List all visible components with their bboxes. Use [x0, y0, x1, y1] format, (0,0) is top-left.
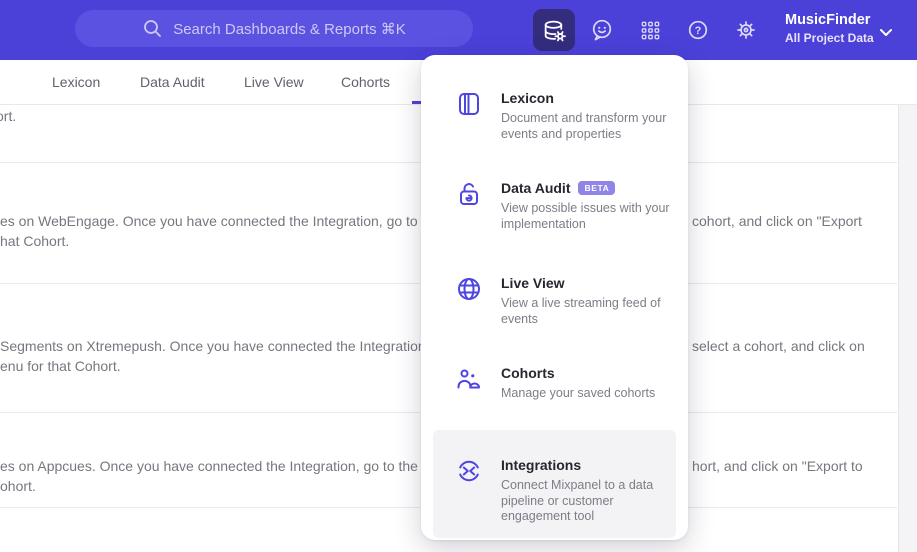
- settings-button[interactable]: [725, 9, 767, 51]
- content-text: ort.: [0, 108, 17, 124]
- top-navigation-bar: Search Dashboards & Reports ⌘K: [0, 0, 917, 60]
- data-management-button[interactable]: [533, 9, 575, 51]
- search-placeholder: Search Dashboards & Reports ⌘K: [173, 20, 406, 38]
- feedback-button[interactable]: [581, 9, 623, 51]
- project-switcher[interactable]: MusicFinder All Project Data: [785, 11, 885, 46]
- content-text: cohort, and click on "Export: [692, 213, 862, 229]
- tab-lexicon[interactable]: Lexicon: [52, 74, 101, 90]
- menu-item-cohorts[interactable]: Cohorts Manage your saved cohorts: [455, 365, 676, 402]
- menu-item-desc: Manage your saved cohorts: [501, 386, 656, 400]
- menu-item-title: Cohorts: [501, 365, 555, 381]
- data-management-icon: [542, 18, 567, 43]
- content-text: Segments on Xtremepush. Once you have co…: [0, 338, 430, 354]
- tab-data-audit[interactable]: Data Audit: [140, 74, 205, 90]
- project-scope: All Project Data: [785, 31, 874, 45]
- menu-item-title: Live View: [501, 275, 565, 291]
- menu-item-title: Integrations: [501, 457, 582, 473]
- content-text: es on WebEngage. Once you have connected…: [0, 213, 442, 229]
- menu-item-desc: Document and transform your events and p…: [501, 111, 667, 141]
- apps-grid-button[interactable]: [629, 9, 671, 51]
- cohorts-people-icon: [455, 365, 483, 393]
- menu-item-desc: View a live streaming feed of events: [501, 296, 661, 326]
- live-view-globe-icon: [455, 275, 483, 303]
- content-text: ohort.: [0, 478, 36, 494]
- tab-live-view[interactable]: Live View: [244, 74, 304, 90]
- menu-item-title: Data Audit: [501, 180, 571, 196]
- content-text: select a cohort, and click on: [692, 338, 865, 354]
- menu-item-data-audit[interactable]: Data Audit BETA View possible issues wit…: [455, 180, 676, 232]
- menu-item-live-view[interactable]: Live View View a live streaming feed of …: [455, 275, 676, 327]
- content-text: es on Appcues. Once you have connected t…: [0, 458, 434, 474]
- beta-badge: BETA: [578, 181, 616, 195]
- svg-text:?: ?: [695, 25, 702, 37]
- data-management-dropdown: Lexicon Document and transform your even…: [421, 55, 688, 540]
- menu-item-desc: Connect Mixpanel to a data pipeline or c…: [501, 478, 654, 523]
- integrations-sync-icon: [455, 457, 483, 485]
- help-button[interactable]: ?: [677, 9, 719, 51]
- page-background-strip: [898, 104, 917, 552]
- project-name: MusicFinder: [785, 12, 871, 28]
- lexicon-book-icon: [455, 90, 483, 118]
- content-text: hort, and click on "Export to: [692, 458, 863, 474]
- chevron-down-icon[interactable]: [879, 25, 893, 36]
- settings-icon: [734, 18, 758, 42]
- search-icon: [142, 18, 163, 39]
- menu-item-desc: View possible issues with your implement…: [501, 201, 670, 231]
- help-icon: ?: [686, 18, 710, 42]
- active-tab-underline: [412, 101, 428, 104]
- feedback-icon: [590, 18, 614, 42]
- tab-cohorts[interactable]: Cohorts: [341, 74, 391, 90]
- content-text: hat Cohort.: [0, 233, 70, 249]
- menu-item-lexicon[interactable]: Lexicon Document and transform your even…: [455, 90, 676, 142]
- menu-item-integrations[interactable]: Integrations Connect Mixpanel to a data …: [433, 430, 676, 538]
- apps-grid-icon: [639, 19, 662, 42]
- data-audit-lock-icon: [455, 180, 483, 208]
- content-text: enu for that Cohort.: [0, 358, 121, 374]
- global-search-bar[interactable]: Search Dashboards & Reports ⌘K: [75, 10, 473, 47]
- menu-item-title: Lexicon: [501, 90, 554, 106]
